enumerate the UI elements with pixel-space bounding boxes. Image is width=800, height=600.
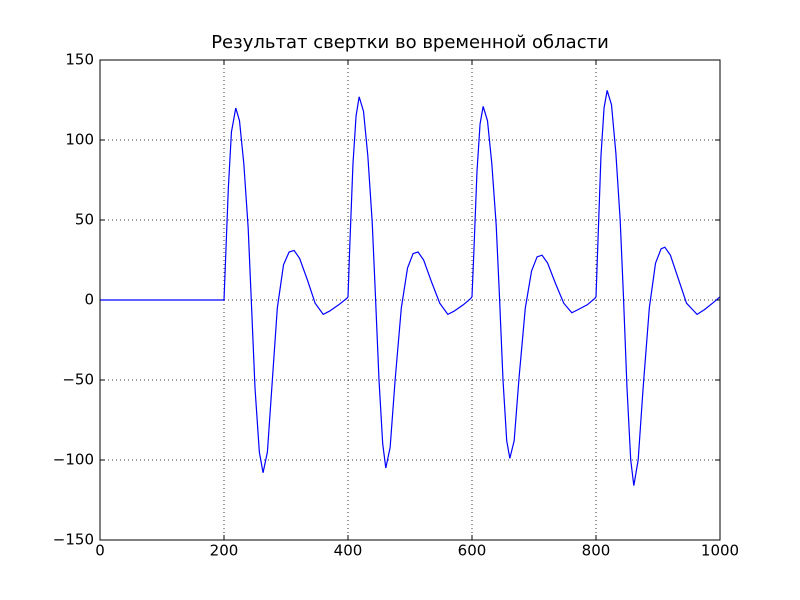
- x-tick-label: 800: [582, 542, 611, 560]
- y-tick-label: −150: [53, 531, 94, 549]
- data-line: [100, 90, 721, 486]
- y-tick-label: −100: [53, 451, 94, 469]
- x-tick-label: 400: [334, 542, 363, 560]
- y-tick-label: −50: [62, 371, 94, 389]
- plot-frame: [99, 59, 721, 541]
- x-tick-label: 0: [95, 542, 105, 560]
- y-tick-label: 150: [65, 51, 94, 69]
- x-tick-label: 600: [458, 542, 487, 560]
- x-tick-label: 200: [210, 542, 239, 560]
- y-tick-label: 100: [65, 131, 94, 149]
- y-tick-label: 0: [84, 291, 94, 309]
- y-tick-label: 50: [75, 211, 94, 229]
- x-tick-label: 1000: [701, 542, 739, 560]
- chart-title: Результат свертки во временной области: [211, 32, 609, 53]
